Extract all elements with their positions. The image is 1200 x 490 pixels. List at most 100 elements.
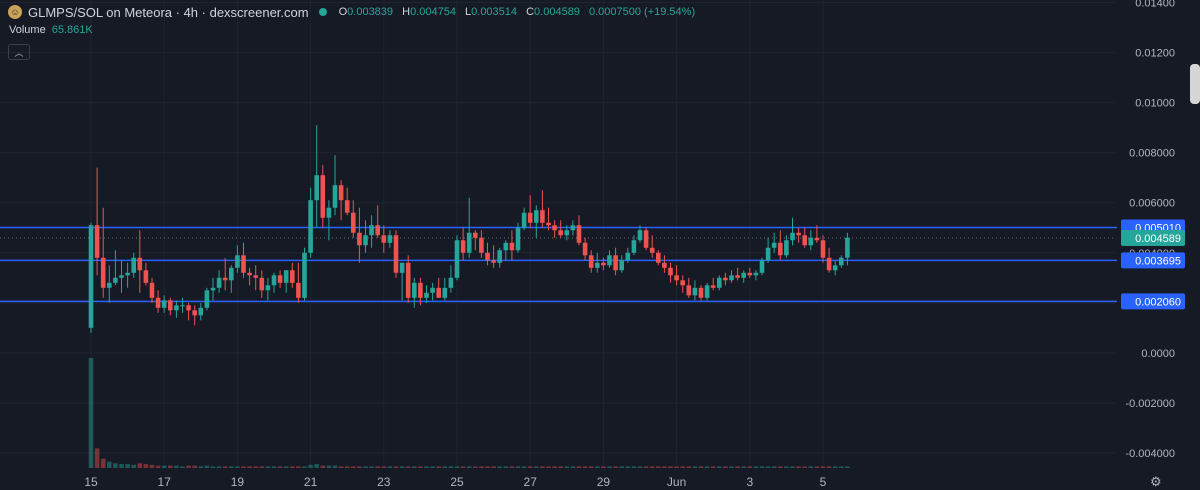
x-tick-label: 15 bbox=[84, 475, 98, 489]
candle-body bbox=[418, 282, 423, 298]
candle-body bbox=[344, 200, 350, 213]
gear-icon[interactable]: ⚙ bbox=[1150, 474, 1162, 489]
volume-bar bbox=[363, 466, 368, 468]
volume-bar bbox=[649, 466, 655, 468]
volume-bar bbox=[235, 466, 240, 468]
volume-bar bbox=[125, 464, 130, 468]
volume-bar bbox=[113, 463, 118, 468]
candle-body bbox=[704, 285, 710, 298]
candle-body bbox=[375, 225, 380, 236]
candle-body bbox=[747, 272, 753, 276]
candle-body bbox=[668, 267, 673, 276]
volume-bar bbox=[558, 466, 563, 468]
candle-body bbox=[710, 285, 716, 288]
volume-bar bbox=[723, 466, 728, 468]
candle-body bbox=[265, 285, 271, 291]
candle-body bbox=[771, 242, 777, 248]
y-tick-label: 0.006000 bbox=[1129, 198, 1175, 210]
candle-body bbox=[283, 270, 289, 283]
volume-bar bbox=[778, 466, 783, 468]
volume-bar bbox=[625, 466, 631, 468]
volume-bar bbox=[259, 466, 265, 468]
scrollbar-thumb[interactable] bbox=[1190, 64, 1200, 104]
ohlc-close-label: C bbox=[526, 6, 535, 18]
volume-bar bbox=[527, 466, 533, 468]
volume-bar bbox=[747, 466, 753, 468]
volume-bar bbox=[686, 466, 692, 468]
volume-bar bbox=[656, 466, 661, 468]
volume-bar bbox=[241, 466, 246, 468]
candle-body bbox=[369, 225, 374, 236]
candle-body bbox=[210, 287, 216, 291]
volume-bar bbox=[94, 448, 100, 468]
candle-body bbox=[332, 185, 338, 208]
candle-body bbox=[808, 237, 814, 246]
candle-body bbox=[485, 252, 490, 261]
price-level-tag-bg bbox=[1121, 293, 1185, 310]
volume-bar bbox=[302, 466, 307, 468]
volume-bar bbox=[357, 466, 362, 468]
x-tick-label: 21 bbox=[304, 475, 318, 489]
collapse-legend-button[interactable]: ︿ bbox=[8, 44, 30, 60]
candle-body bbox=[460, 240, 466, 253]
volume-bar bbox=[399, 466, 405, 468]
candle-body bbox=[729, 275, 734, 281]
volume-bar bbox=[149, 464, 155, 468]
token-logo-icon: ☺ bbox=[8, 5, 22, 19]
volume-bar bbox=[759, 466, 765, 468]
volume-bar bbox=[326, 465, 332, 468]
candle-body bbox=[802, 235, 807, 246]
candle-body bbox=[448, 277, 454, 288]
candle-body bbox=[405, 262, 411, 298]
candle-body bbox=[631, 240, 637, 253]
ohlc-low-label: L bbox=[465, 6, 472, 18]
volume-bar bbox=[247, 466, 252, 468]
candle-body bbox=[381, 235, 387, 243]
volume-bar bbox=[503, 466, 509, 468]
volume-bar bbox=[174, 465, 179, 468]
candle-body bbox=[479, 237, 484, 253]
ohlc-change-value: 0.0007500 (+19.54%) bbox=[589, 6, 696, 18]
candle-body bbox=[643, 230, 649, 248]
candle-body bbox=[277, 275, 283, 283]
volume-bar bbox=[771, 466, 777, 468]
candle-body bbox=[290, 270, 295, 283]
volume-bar bbox=[753, 466, 759, 468]
volume-bar bbox=[216, 466, 222, 468]
candle-body bbox=[552, 225, 557, 231]
volume-bar bbox=[460, 466, 466, 468]
volume-bar bbox=[308, 464, 313, 468]
volume-bar bbox=[826, 466, 832, 468]
candle-body bbox=[94, 225, 100, 258]
candle-body bbox=[88, 225, 94, 328]
candle-body bbox=[582, 242, 588, 256]
candle-body bbox=[137, 257, 143, 271]
volume-bar bbox=[387, 466, 393, 468]
candle-body bbox=[546, 222, 551, 226]
candle-body bbox=[784, 240, 789, 256]
volume-bar bbox=[222, 466, 228, 468]
last-price-tag-bg bbox=[1121, 230, 1185, 247]
candle-body bbox=[247, 272, 252, 276]
price-level-tag: 0.003695 bbox=[1135, 255, 1181, 267]
volume-bar bbox=[509, 466, 515, 468]
candle-body bbox=[826, 257, 832, 271]
candle-body bbox=[839, 257, 844, 266]
volume-bar bbox=[796, 466, 801, 468]
price-level-tag: 0.002060 bbox=[1135, 296, 1181, 308]
volume-bar bbox=[375, 466, 380, 468]
candle-body bbox=[259, 277, 265, 291]
candle-body bbox=[430, 287, 435, 293]
volume-bar bbox=[320, 465, 326, 468]
candle-body bbox=[717, 277, 722, 288]
candle-body bbox=[588, 255, 594, 268]
volume-bar bbox=[430, 466, 435, 468]
volume-bar bbox=[491, 466, 496, 468]
volume-bar bbox=[515, 466, 521, 468]
volume-bar bbox=[131, 464, 136, 468]
candle-body bbox=[778, 242, 783, 256]
volume-bar bbox=[643, 466, 649, 468]
candle-body bbox=[741, 272, 746, 278]
ohlc-open-label: O bbox=[338, 6, 348, 18]
